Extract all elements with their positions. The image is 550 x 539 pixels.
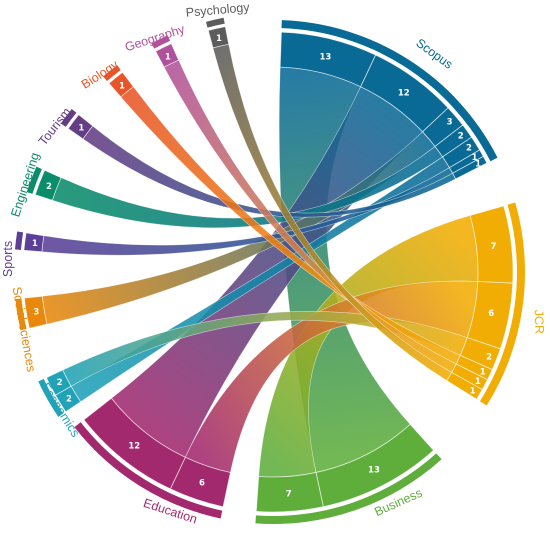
arc-segment-sports-scopus (23, 232, 45, 253)
arc-segment-social-sciences-scopus (23, 295, 48, 329)
node-label-tourism: Tourism (36, 105, 74, 148)
value-label-business-jcr: 7 (286, 489, 292, 499)
arc-segment-education-scopus (83, 397, 186, 490)
chord-ribbons (41, 43, 479, 478)
arc-segment-scopus-tourism (452, 155, 488, 180)
value-label-jcr-business: 7 (491, 242, 497, 252)
outer-band-biology (103, 65, 121, 82)
value-label-scopus-economics: 2 (466, 144, 472, 154)
outer-band-engineering (26, 166, 42, 194)
chord-arcs (14, 17, 526, 524)
value-label-jcr-education: 6 (488, 309, 494, 319)
value-label-scopus-engineering: 2 (458, 132, 464, 142)
outer-band-education (74, 422, 223, 519)
value-label-business-scopus: 13 (368, 466, 380, 476)
outer-band-business (255, 453, 442, 524)
value-label-scopus-business: 13 (320, 52, 332, 62)
node-label-scopus: Scopus (413, 36, 455, 72)
arc-segment-engineering-scopus (34, 169, 62, 201)
value-label-jcr-psychology: 1 (470, 386, 476, 396)
node-label-jcr: JCR (532, 309, 547, 334)
outer-band-jcr (479, 202, 526, 406)
arc-segment-tourism-scopus (67, 114, 94, 140)
node-label-business: Business (372, 486, 424, 519)
value-label-scopus-social-sciences: 3 (447, 117, 453, 127)
value-label-jcr-economics: 2 (486, 352, 492, 362)
value-label-social-sciences-scopus: 3 (33, 308, 39, 318)
arc-segment-economics-jcr (45, 369, 72, 396)
arc-segment-psychology-jcr (207, 26, 230, 49)
value-label-economics-scopus: 2 (66, 394, 72, 404)
value-label-jcr-biology: 1 (480, 367, 486, 377)
arc-segment-jcr-psychology (446, 371, 483, 400)
node-label-sports: Sports (1, 241, 15, 277)
outer-band-economics (38, 378, 64, 417)
value-label-education-scopus: 12 (128, 441, 140, 451)
arc-segment-business-jcr (255, 471, 324, 513)
node-label-engineering: Engineering (8, 151, 42, 219)
value-label-scopus-education: 12 (398, 89, 410, 99)
value-label-jcr-geography: 1 (475, 377, 481, 387)
node-label-geography: Geography (123, 22, 187, 55)
value-label-scopus-tourism: 1 (475, 159, 481, 169)
outer-band-social-sciences (15, 298, 27, 331)
value-label-biology-jcr: 1 (119, 81, 125, 91)
outer-band-sports (14, 231, 24, 250)
outer-band-tourism (60, 109, 77, 127)
value-label-sports-scopus: 1 (32, 239, 38, 249)
value-label-tourism-scopus: 1 (78, 124, 84, 134)
arc-segment-geography-jcr (155, 43, 180, 68)
value-label-education-jcr: 6 (199, 478, 205, 488)
value-label-engineering-scopus: 2 (46, 182, 52, 192)
value-label-scopus-sports: 1 (472, 153, 478, 163)
arc-segment-biology-jcr (108, 71, 134, 98)
outer-band-psychology (205, 17, 225, 28)
value-label-psychology-jcr: 1 (216, 34, 222, 44)
outer-band-geography (151, 35, 171, 49)
value-label-economics-jcr: 2 (57, 378, 63, 388)
value-label-geography-jcr: 1 (165, 52, 171, 62)
node-label-psychology: Psychology (185, 0, 251, 20)
